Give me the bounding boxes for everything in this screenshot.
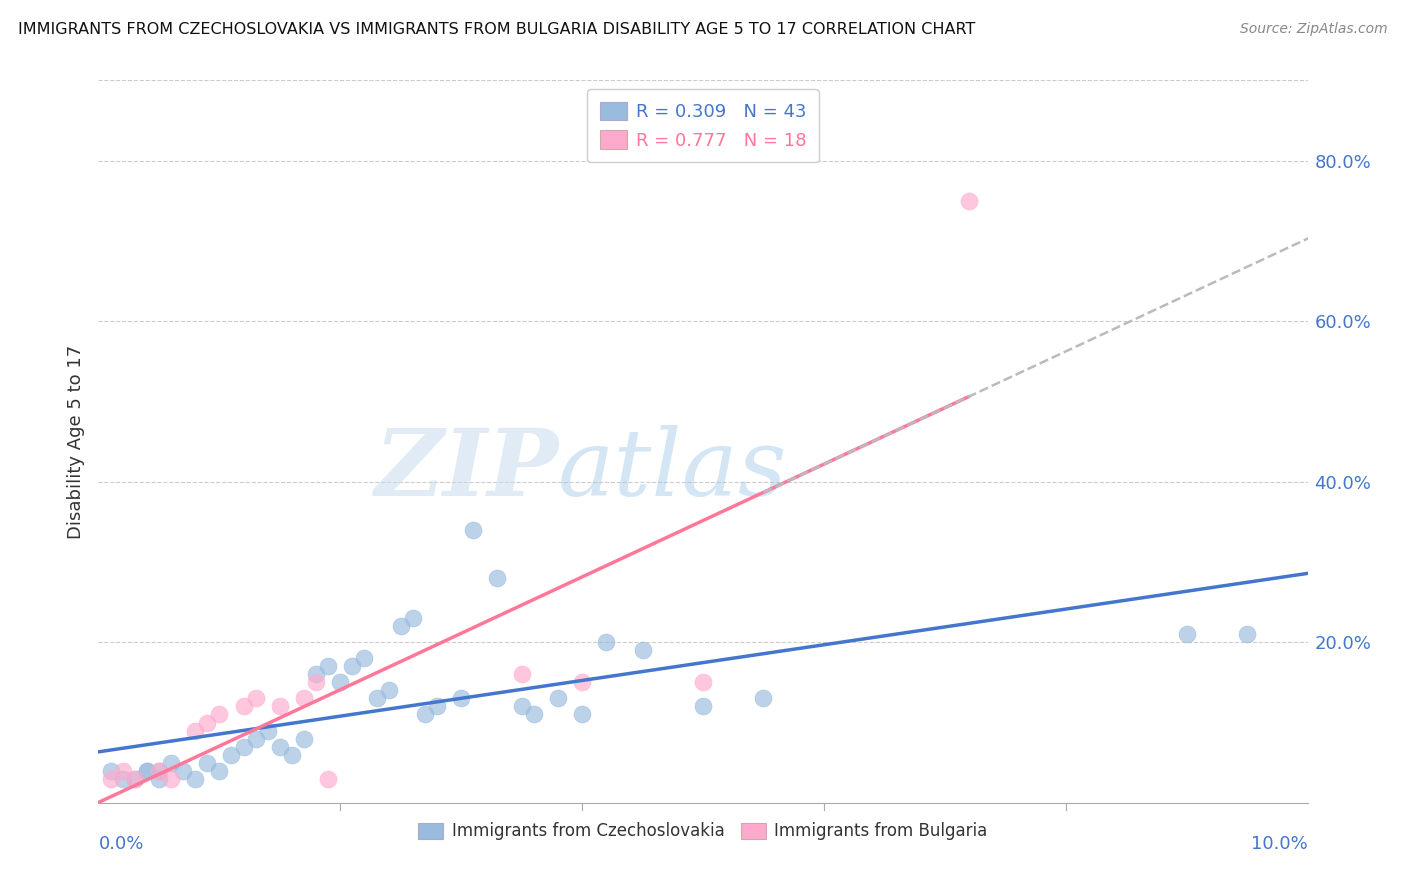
- Point: [692, 699, 714, 714]
- Point: [1236, 627, 1258, 641]
- Point: [1175, 627, 1198, 641]
- Text: Source: ZipAtlas.com: Source: ZipAtlas.com: [1240, 22, 1388, 37]
- Point: [195, 715, 218, 730]
- Point: [292, 691, 315, 706]
- Point: [124, 772, 146, 786]
- Point: [208, 764, 231, 778]
- Point: [232, 699, 254, 714]
- Point: [366, 691, 388, 706]
- Point: [184, 772, 207, 786]
- Point: [510, 667, 533, 681]
- Point: [221, 747, 243, 762]
- Point: [232, 739, 254, 754]
- Point: [269, 699, 291, 714]
- Point: [148, 764, 170, 778]
- Point: [523, 707, 546, 722]
- Point: [450, 691, 472, 706]
- Point: [510, 699, 533, 714]
- Point: [305, 667, 328, 681]
- Point: [377, 683, 399, 698]
- Point: [269, 739, 291, 754]
- Point: [245, 731, 267, 746]
- Point: [256, 723, 278, 738]
- Point: [353, 651, 375, 665]
- Point: [305, 675, 328, 690]
- Point: [100, 764, 122, 778]
- Point: [135, 764, 157, 778]
- Point: [426, 699, 449, 714]
- Text: atlas: atlas: [558, 425, 787, 516]
- Point: [148, 772, 170, 786]
- Text: ZIP: ZIP: [374, 425, 558, 516]
- Point: [208, 707, 231, 722]
- Point: [547, 691, 569, 706]
- Point: [316, 659, 339, 673]
- Point: [245, 691, 267, 706]
- Point: [402, 611, 425, 625]
- Point: [184, 723, 207, 738]
- Y-axis label: Disability Age 5 to 17: Disability Age 5 to 17: [66, 344, 84, 539]
- Point: [111, 772, 134, 786]
- Point: [195, 756, 218, 770]
- Point: [342, 659, 364, 673]
- Point: [100, 772, 122, 786]
- Legend: Immigrants from Czechoslovakia, Immigrants from Bulgaria: Immigrants from Czechoslovakia, Immigran…: [411, 814, 995, 848]
- Text: IMMIGRANTS FROM CZECHOSLOVAKIA VS IMMIGRANTS FROM BULGARIA DISABILITY AGE 5 TO 1: IMMIGRANTS FROM CZECHOSLOVAKIA VS IMMIGR…: [18, 22, 976, 37]
- Point: [571, 675, 593, 690]
- Point: [172, 764, 194, 778]
- Point: [160, 756, 183, 770]
- Point: [135, 764, 157, 778]
- Point: [111, 764, 134, 778]
- Point: [124, 772, 146, 786]
- Point: [389, 619, 412, 633]
- Point: [463, 523, 485, 537]
- Point: [292, 731, 315, 746]
- Point: [486, 571, 509, 585]
- Point: [692, 675, 714, 690]
- Point: [957, 194, 980, 208]
- Point: [329, 675, 352, 690]
- Point: [281, 747, 304, 762]
- Point: [160, 772, 183, 786]
- Point: [571, 707, 593, 722]
- Text: 10.0%: 10.0%: [1251, 835, 1308, 854]
- Point: [413, 707, 436, 722]
- Point: [316, 772, 339, 786]
- Point: [148, 764, 170, 778]
- Point: [595, 635, 617, 649]
- Text: 0.0%: 0.0%: [98, 835, 143, 854]
- Point: [752, 691, 775, 706]
- Point: [631, 643, 654, 657]
